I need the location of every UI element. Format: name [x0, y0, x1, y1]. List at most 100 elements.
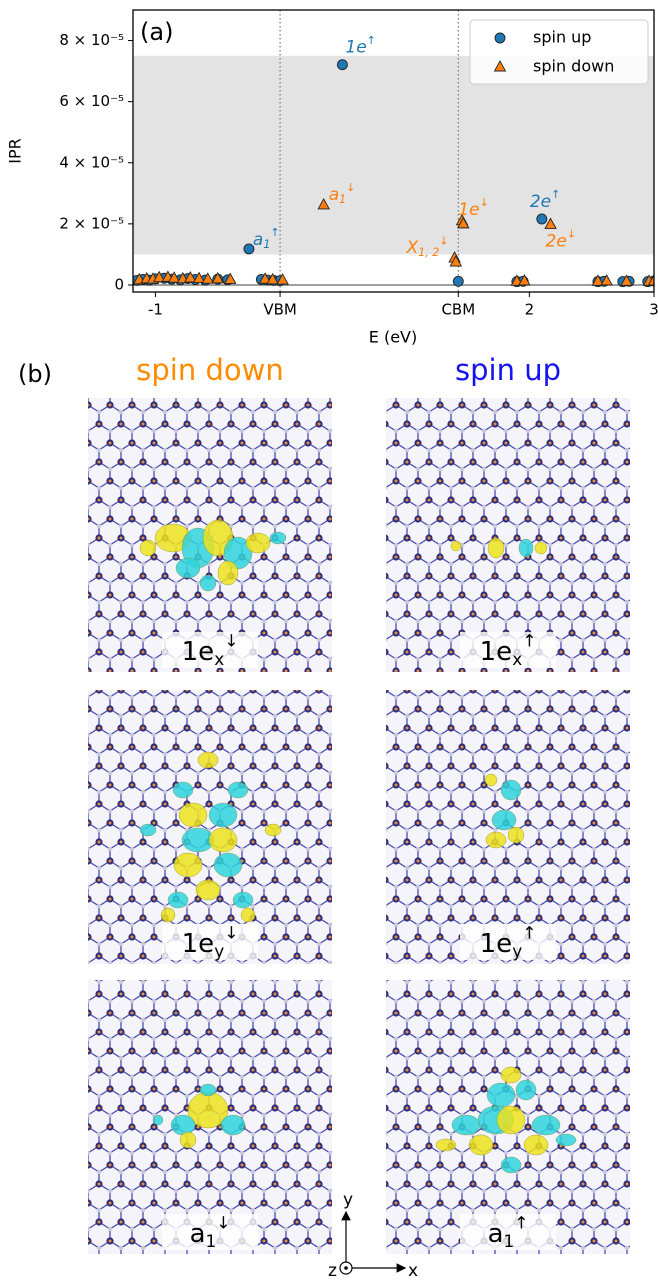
- label-base: 1e: [345, 38, 366, 58]
- density-lobe: [179, 803, 207, 827]
- density-lobe: [270, 532, 286, 544]
- density-lobe: [200, 575, 216, 591]
- density-lobe: [451, 541, 461, 551]
- label-sub: y: [214, 941, 224, 961]
- density-lobe: [508, 827, 524, 843]
- orbital-image: 1ex↑: [386, 398, 630, 672]
- label-base: 1e: [182, 637, 215, 667]
- label-base: 1e: [480, 929, 513, 959]
- label-sup: ↓: [346, 181, 355, 194]
- label-base: X: [406, 238, 419, 258]
- density-lobe: [485, 774, 497, 786]
- figure: -1VBMCBM2302 × 10⁻⁵4 × 10⁻⁵6 × 10⁻⁵8 × 1…: [0, 0, 658, 1280]
- label-sup: ↑: [270, 226, 279, 239]
- label-sup: ↑: [522, 923, 536, 943]
- density-lobe: [153, 1115, 163, 1125]
- label-base: a: [329, 185, 339, 205]
- density-lobe: [488, 538, 504, 558]
- density-lobe: [535, 542, 547, 554]
- density-lobe: [532, 1115, 560, 1135]
- label-base: 1e: [182, 929, 215, 959]
- density-lobe: [140, 824, 156, 836]
- x-axis-label: E (eV): [369, 328, 417, 347]
- density-lobe: [265, 824, 281, 836]
- legend-label: spin down: [533, 57, 614, 76]
- x-tick-label: 2: [525, 301, 535, 319]
- density-lobe: [228, 782, 248, 798]
- label-base: a: [488, 1219, 504, 1249]
- label: 1e↑: [345, 34, 376, 58]
- legend: spin up spin down: [470, 20, 648, 84]
- axis-y: y: [343, 1190, 353, 1210]
- density-lobe: [492, 810, 516, 830]
- y-tick-label: 0: [114, 275, 124, 293]
- label-sub: y: [512, 941, 522, 961]
- z-dot: [344, 1266, 348, 1270]
- y-tick-label: 8 × 10⁻⁵: [59, 31, 124, 49]
- density-lobe: [218, 561, 238, 585]
- point: [453, 276, 463, 286]
- label-sup: ↑: [551, 188, 560, 201]
- density-lobe: [161, 908, 175, 922]
- legend-marker: [495, 33, 505, 43]
- label-sup: ↓: [567, 228, 576, 241]
- panel-label: (a): [140, 18, 173, 46]
- density-lobe: [171, 1115, 195, 1135]
- density-lobe: [221, 1115, 245, 1135]
- density-lobe: [140, 540, 156, 556]
- label-base: 2e: [546, 231, 567, 251]
- column-title: spin up: [455, 353, 561, 387]
- density-lobe: [501, 780, 521, 800]
- panel-label: (b): [18, 360, 52, 388]
- label-base: 1e: [458, 200, 479, 220]
- y-tick-label: 4 × 10⁻⁵: [59, 153, 124, 171]
- point: [337, 60, 347, 70]
- label-sup: ↓: [439, 234, 448, 247]
- density-lobe: [209, 828, 237, 852]
- density-lobe: [524, 1135, 548, 1155]
- density-lobe: [173, 782, 193, 798]
- label-sup: ↓: [216, 1213, 230, 1233]
- orbital-image: 1ey↓: [88, 690, 332, 964]
- density-lobe: [241, 908, 255, 922]
- density-lobe: [487, 1083, 515, 1107]
- orbital-image: a1↑: [386, 980, 630, 1254]
- label-base: a: [190, 1219, 206, 1249]
- density-lobe: [233, 892, 253, 908]
- shaded-band: [133, 56, 654, 255]
- label-sup: ↑: [522, 631, 536, 651]
- density-lobe: [214, 853, 242, 877]
- density-lobe: [198, 752, 218, 768]
- label-sup: ↑: [514, 1213, 528, 1233]
- density-lobe: [246, 533, 270, 553]
- density-lobe: [180, 1132, 196, 1148]
- label-sup: ↓: [480, 196, 489, 209]
- label-sup: ↓: [224, 631, 238, 651]
- label-sub: 1, 2: [418, 246, 439, 259]
- density-lobe: [196, 880, 220, 900]
- density-lobe: [452, 1115, 480, 1135]
- column-title: spin down: [136, 353, 283, 387]
- y-tick-label: 6 × 10⁻⁵: [59, 92, 124, 110]
- orbital-image: 1ex↓: [88, 398, 332, 672]
- density-lobe: [436, 1139, 456, 1151]
- density-lobe: [168, 892, 188, 908]
- legend-label: spin up: [533, 28, 591, 47]
- label-base: 2e: [530, 192, 551, 212]
- density-lobe: [501, 1067, 521, 1083]
- label-sup: ↓: [224, 923, 238, 943]
- axis-x: x: [408, 1261, 418, 1280]
- lattice: [386, 398, 630, 672]
- label-sub: 1: [504, 1231, 515, 1251]
- label-base: 1e: [480, 637, 513, 667]
- orbital-image: 1ey↑: [386, 690, 630, 964]
- x-tick-label: 3: [649, 301, 658, 319]
- density-lobe: [519, 539, 533, 557]
- density-lobe: [200, 1084, 216, 1096]
- point: [537, 214, 547, 224]
- label-sub: 1: [206, 1231, 217, 1251]
- label-sub: x: [512, 649, 522, 669]
- density-lobe: [176, 558, 200, 578]
